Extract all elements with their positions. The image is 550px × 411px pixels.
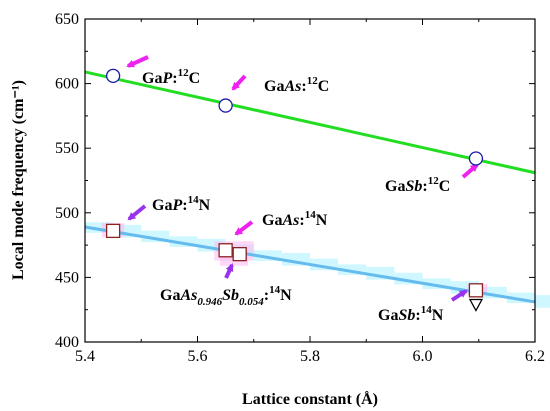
- point-circle: [468, 151, 484, 166]
- band-segment: [169, 236, 198, 247]
- fit-line-14n: [84, 225, 536, 304]
- point-square: [105, 223, 121, 239]
- label-gasb-n: GaSb:14N: [378, 304, 444, 324]
- label-gap-n: GaP:14N: [152, 194, 211, 214]
- label-gaas-c: GaAs:12C: [264, 75, 329, 95]
- y-tick-label: 500: [55, 205, 79, 222]
- y-tick-label: 550: [55, 140, 79, 157]
- x-axis-title: Lattice constant (Å): [242, 390, 378, 408]
- annotations: GaP:12C GaAs:12C GaSb:12C GaP:14N GaAs:1…: [142, 67, 450, 324]
- arrow-gasb-n: [450, 289, 468, 302]
- axis-ticks: 5.4 5.6 5.8 6.0 6.2 400 450 500 550 600 650: [55, 11, 545, 365]
- band-segment: [253, 250, 282, 261]
- point-triangle: [468, 298, 484, 312]
- band-segment: [85, 222, 114, 233]
- data-markers: [105, 68, 484, 312]
- x-tick-label: 5.8: [300, 348, 320, 365]
- y-axis-title: Local mode frequency (cm⁻¹): [10, 80, 27, 280]
- arrow-alloy-n: [224, 263, 234, 279]
- band-segment: [535, 295, 550, 308]
- x-tick-label: 5.6: [188, 348, 208, 365]
- label-alloy-n: GaAs0.946Sb0.054:14N: [160, 284, 292, 308]
- arrow-gasb-c: [461, 163, 479, 179]
- point-square: [468, 283, 484, 298]
- band-segment: [310, 258, 339, 271]
- point-square: [232, 246, 247, 262]
- band-segment: [506, 292, 535, 304]
- label-gap-c: GaP:12C: [142, 67, 200, 87]
- band-segment: [338, 264, 367, 275]
- band-segment: [478, 286, 507, 299]
- fit-lines: [84, 70, 536, 304]
- point-circle: [105, 68, 121, 83]
- y-tick-label: 600: [55, 76, 79, 93]
- arrow-gap-n: [127, 204, 147, 221]
- annotation-arrows: [126, 55, 479, 302]
- y-tick-label: 450: [55, 269, 79, 286]
- x-tick-label: 6.0: [413, 348, 433, 365]
- band-segment: [394, 272, 423, 285]
- y-tick-label: 650: [55, 11, 79, 28]
- arrow-gaas-n: [234, 220, 254, 236]
- x-tick-label: 5.4: [75, 348, 95, 365]
- arrow-gap-c: [126, 55, 149, 68]
- x-tick-label: 6.2: [525, 348, 545, 365]
- label-gaas-n: GaAs:14N: [262, 209, 328, 229]
- y-tick-label: 400: [55, 334, 79, 351]
- band-segment: [141, 230, 170, 243]
- point-square: [218, 243, 233, 258]
- fit-line-12c: [84, 70, 536, 175]
- point-circle: [218, 98, 233, 113]
- label-gasb-c: GaSb:12C: [385, 175, 450, 195]
- arrow-gaas-c: [231, 74, 247, 91]
- band-segment: [422, 278, 451, 290]
